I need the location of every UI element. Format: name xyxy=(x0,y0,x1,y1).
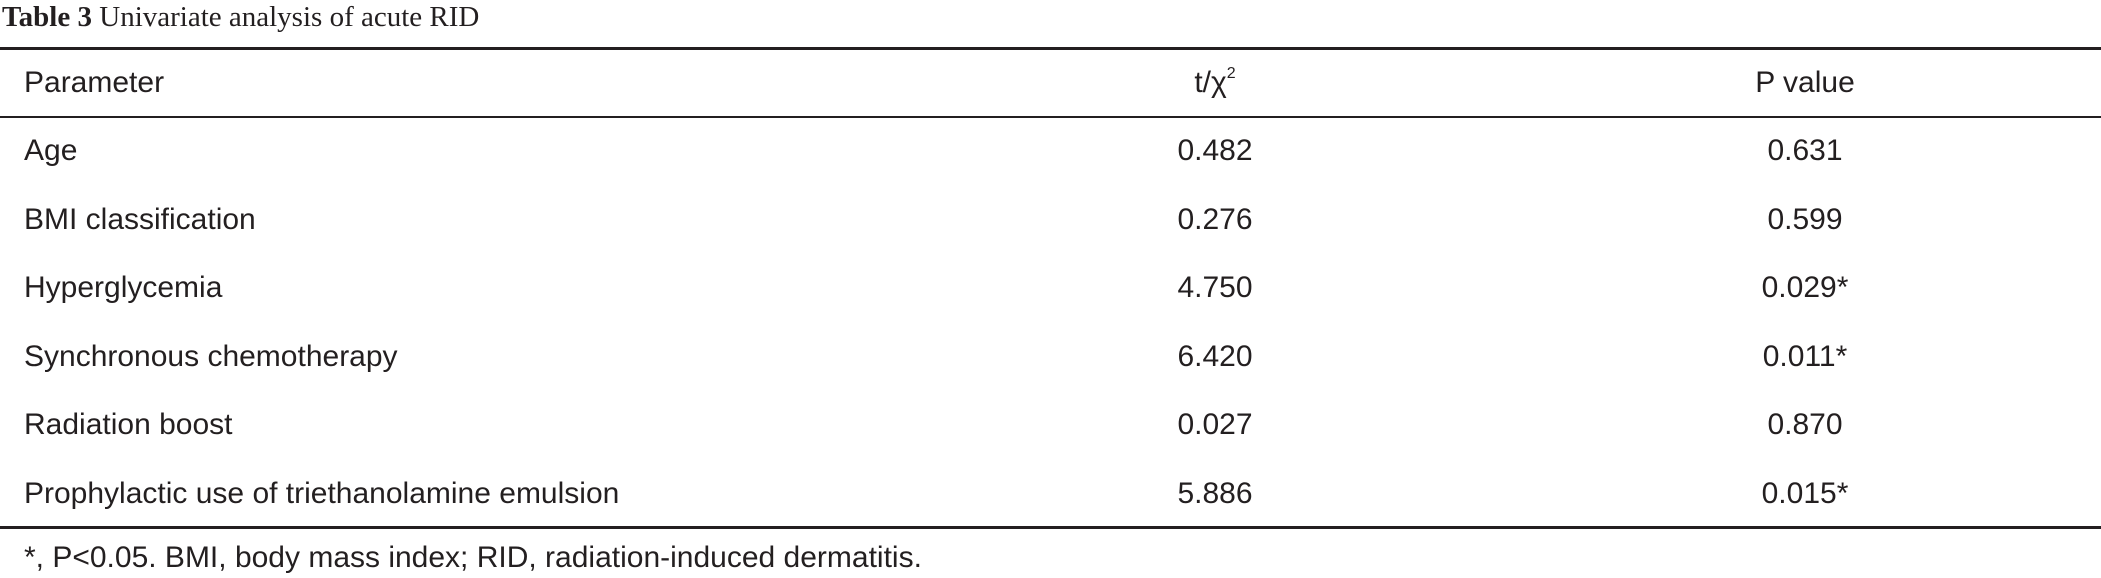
header-text: t/χ xyxy=(1194,66,1227,99)
table-title: Table 3 Univariate analysis of acute RID xyxy=(2,0,479,34)
bottom-rule xyxy=(0,526,2101,529)
header-cell: Parameter xyxy=(24,66,165,99)
table-cell: BMI classification xyxy=(24,202,256,236)
table-cell: 5.886 xyxy=(1177,477,1253,510)
table-cell: 0.027 xyxy=(1177,408,1253,442)
table-cell: 0.011* xyxy=(1762,339,1848,373)
table-cell: 0.482 xyxy=(1177,134,1253,167)
table-cell: 4.750 xyxy=(1177,271,1253,305)
header-superscript: 2 xyxy=(1226,65,1236,82)
table-cell: 6.420 xyxy=(1177,339,1253,373)
table-cell: Synchronous chemotherapy xyxy=(24,339,398,373)
table-cell: 0.015* xyxy=(1761,477,1849,510)
table-cell: Prophylactic use of triethanolamine emul… xyxy=(24,477,620,510)
footnote: *, P<0.05. BMI, body mass index; RID, ra… xyxy=(24,541,922,574)
table-cell: Age xyxy=(24,134,78,167)
table-cell: 0.599 xyxy=(1767,202,1843,236)
table-cell: 0.276 xyxy=(1177,202,1253,236)
table-cell: Hyperglycemia xyxy=(24,271,223,305)
table-cell: 0.631 xyxy=(1767,134,1843,167)
header-rule xyxy=(0,116,2101,118)
table-label: Table 3 xyxy=(2,1,92,33)
top-rule xyxy=(0,47,2101,50)
table-cell: Radiation boost xyxy=(24,408,233,442)
header-cell: P value xyxy=(1755,66,1855,99)
header-cell: t/χ2 xyxy=(1194,65,1235,101)
table-cell: 0.029* xyxy=(1761,271,1849,305)
table-caption: Univariate analysis of acute RID xyxy=(99,1,480,33)
table-cell: 0.870 xyxy=(1767,408,1843,442)
